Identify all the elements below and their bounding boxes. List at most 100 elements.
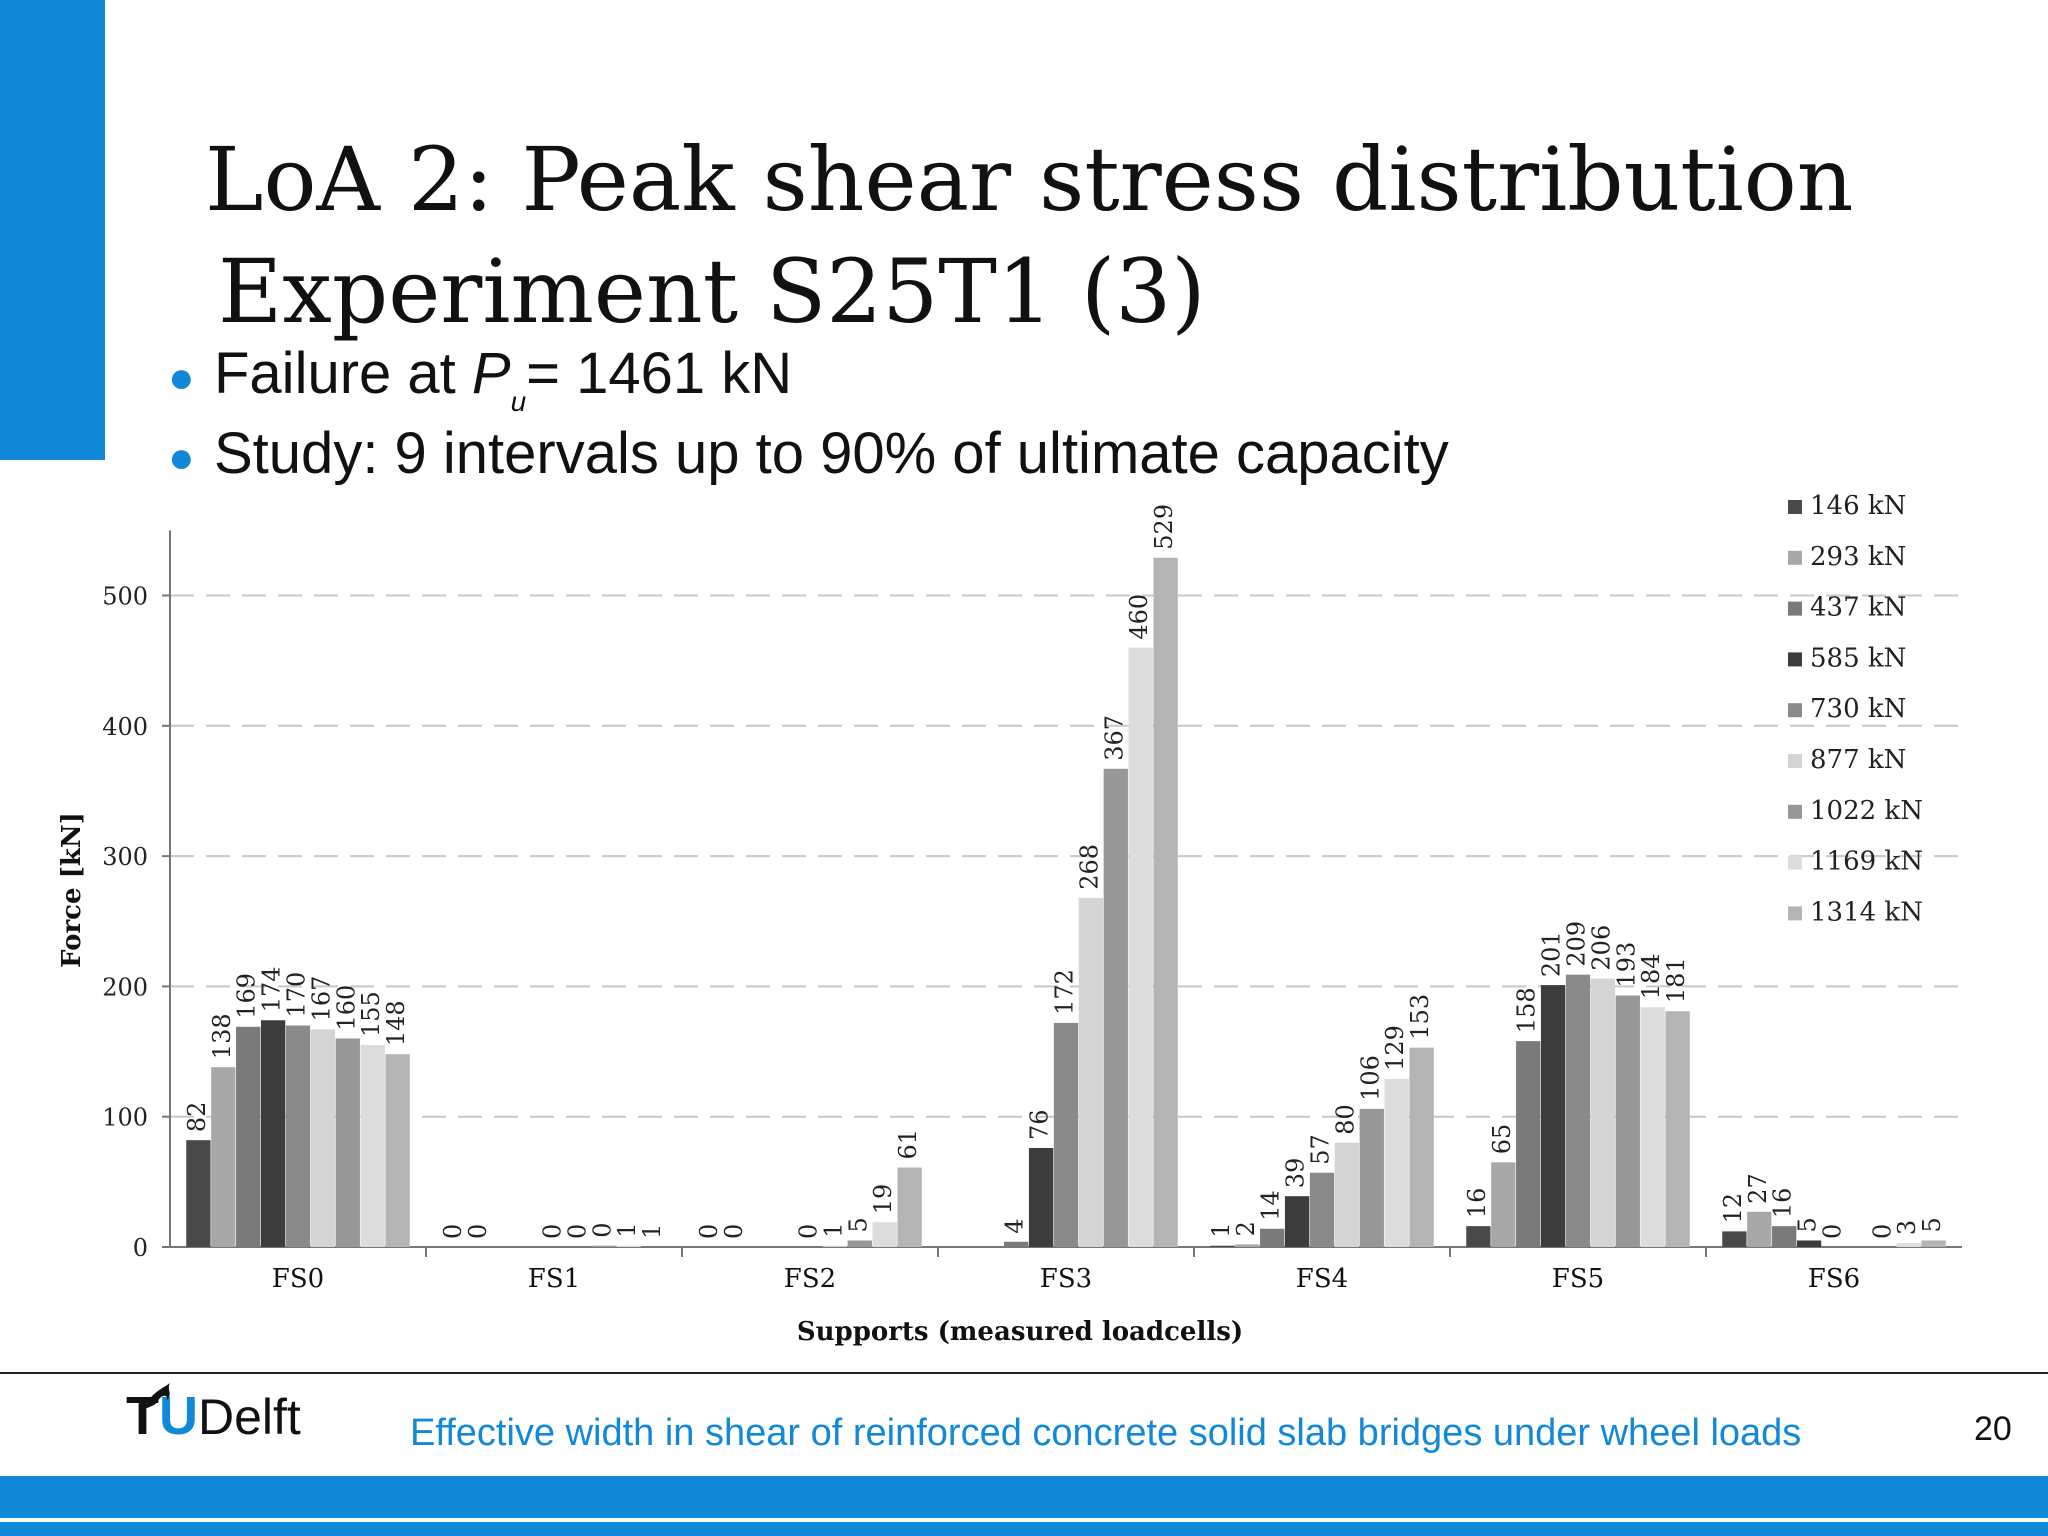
data-label: 16	[1463, 1188, 1491, 1219]
bullet1-prefix: Failure at	[214, 341, 472, 406]
x-axis-title: Supports (measured loadcells)	[797, 1317, 1243, 1347]
bullet-dot-icon: ●	[168, 432, 195, 482]
data-label: 80	[1331, 1104, 1359, 1135]
bar	[1615, 995, 1640, 1247]
y-axis-title: Force [kN]	[57, 812, 87, 968]
bullet1-suffix: = 1461 kN	[526, 341, 793, 406]
bar	[1384, 1078, 1409, 1247]
data-label: 0	[1819, 1224, 1847, 1239]
bar	[822, 1245, 848, 1247]
data-label: 169	[233, 973, 261, 1019]
bar	[285, 1025, 311, 1247]
bar	[236, 1026, 261, 1247]
legend-label: 877 kN	[1810, 745, 1906, 775]
data-label: 170	[283, 972, 311, 1018]
bullet-study-intervals: ● Study: 9 intervals up to 90% of ultimat…	[168, 420, 1449, 487]
legend-swatch	[1788, 652, 1802, 667]
bar	[1359, 1108, 1384, 1247]
x-tick-label: FS3	[1040, 1264, 1092, 1294]
bar	[1078, 897, 1104, 1247]
legend-label: 1314 kN	[1810, 897, 1923, 927]
data-label: 19	[869, 1184, 897, 1215]
data-label: 529	[1150, 504, 1178, 550]
slide-title-line-2: Experiment S25T1 (3)	[218, 240, 1206, 343]
data-label: 76	[1026, 1109, 1054, 1140]
bar	[211, 1067, 236, 1247]
data-label: 1	[613, 1222, 641, 1237]
y-tick-label: 100	[102, 1104, 148, 1132]
data-label: 57	[1307, 1134, 1335, 1165]
bar	[186, 1140, 211, 1247]
y-tick-label: 500	[102, 583, 148, 611]
bar	[1334, 1142, 1360, 1247]
bar	[1722, 1231, 1747, 1247]
data-label: 5	[844, 1217, 872, 1232]
footer-band	[0, 1476, 2048, 1518]
bar	[1128, 647, 1153, 1247]
bar	[847, 1240, 872, 1247]
legend-swatch	[1788, 500, 1802, 514]
bar	[872, 1222, 897, 1247]
bar	[1796, 1240, 1822, 1247]
data-label: 5	[1918, 1217, 1946, 1232]
bar	[616, 1245, 641, 1247]
bar	[1590, 978, 1616, 1247]
legend-label: 1022 kN	[1810, 796, 1923, 826]
bar	[591, 1245, 616, 1247]
logo-u: U	[159, 1386, 198, 1446]
bullet1-symbol: P	[471, 341, 511, 406]
data-label: 181	[1662, 957, 1690, 1003]
bar	[897, 1167, 922, 1247]
legend-swatch	[1788, 754, 1802, 768]
legend-label: 293 kN	[1810, 542, 1906, 572]
data-label: 138	[208, 1013, 236, 1059]
x-tick-label: FS6	[1808, 1264, 1860, 1294]
accent-bar	[0, 0, 105, 460]
y-tick-label: 200	[102, 973, 148, 1001]
legend-swatch	[1788, 804, 1802, 819]
x-tick-label: FS2	[784, 1264, 836, 1294]
data-label: 61	[894, 1129, 922, 1160]
data-label: 174	[258, 966, 286, 1012]
data-label: 193	[1612, 942, 1640, 988]
y-tick-label: 0	[133, 1234, 148, 1262]
legend-label: 730 kN	[1810, 694, 1906, 724]
bar	[1921, 1240, 1946, 1247]
bar	[1772, 1226, 1797, 1247]
data-label: 209	[1563, 921, 1591, 967]
data-label: 1	[1207, 1222, 1235, 1237]
bullet-dot-icon: ●	[168, 352, 195, 402]
data-label: 367	[1100, 715, 1128, 761]
data-label: 158	[1513, 987, 1541, 1033]
data-label: 148	[382, 1000, 410, 1046]
data-label: 16	[1769, 1188, 1797, 1219]
bar	[1747, 1211, 1772, 1247]
bar	[1004, 1241, 1029, 1247]
data-label: 460	[1125, 594, 1153, 640]
bar	[1309, 1172, 1335, 1247]
footer-divider	[0, 1372, 2048, 1374]
data-label: 160	[332, 985, 360, 1031]
bar	[1896, 1243, 1921, 1247]
data-label: 0	[439, 1224, 467, 1239]
data-label: 129	[1381, 1025, 1409, 1071]
data-label: 0	[539, 1224, 567, 1239]
x-tick-label: FS4	[1296, 1264, 1348, 1294]
bar	[1466, 1226, 1491, 1247]
data-label: 4	[1001, 1219, 1029, 1234]
bar	[1153, 557, 1178, 1247]
bar	[1491, 1162, 1516, 1247]
data-label: 172	[1051, 969, 1079, 1015]
bar	[1540, 985, 1566, 1247]
bar	[260, 1020, 286, 1247]
bar	[1516, 1041, 1541, 1247]
data-label: 155	[357, 991, 385, 1037]
data-label: 201	[1538, 931, 1566, 977]
data-label: 82	[183, 1102, 211, 1133]
footer-presentation-title: Effective width in shear of reinforced c…	[410, 1412, 1802, 1454]
legend-label: 585 kN	[1810, 643, 1906, 673]
bar	[360, 1045, 385, 1247]
flame-icon	[144, 1383, 170, 1409]
legend: 146 kN 293 kN 437 kN 585 kN 730 kN 877 kN 1022…	[1788, 491, 1923, 927]
